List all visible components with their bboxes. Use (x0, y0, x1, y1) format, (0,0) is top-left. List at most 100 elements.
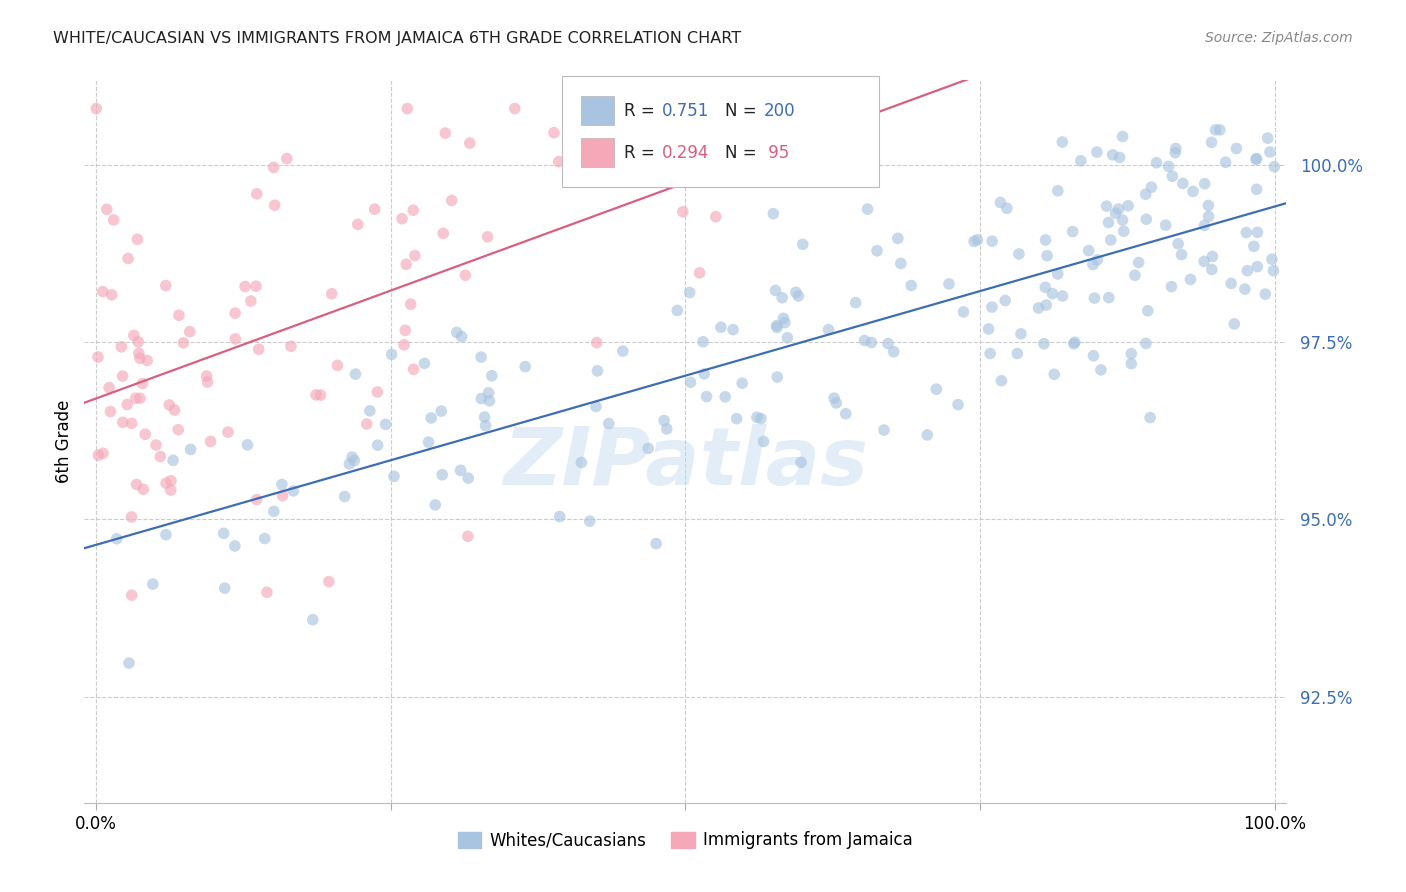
Point (162, 453, 184, 467)
Point (1201, 262, 1223, 277)
Point (155, 278, 177, 293)
Point (621, 167, 644, 181)
Point (578, 514, 600, 528)
Point (122, 328, 145, 343)
Point (1215, 155, 1237, 169)
Point (256, 585, 278, 599)
Point (1160, 279, 1182, 293)
Point (1135, 187, 1157, 202)
Point (391, 211, 413, 226)
Point (1246, 182, 1268, 196)
Point (1157, 160, 1180, 174)
Point (890, 256, 912, 270)
Point (118, 656, 141, 670)
Text: R =: R = (624, 144, 661, 161)
Point (1146, 155, 1168, 169)
Point (672, 204, 695, 219)
Point (1085, 252, 1108, 267)
Point (696, 390, 718, 404)
Point (1194, 219, 1216, 233)
Point (679, 376, 702, 390)
Point (1139, 410, 1161, 425)
Point (163, 403, 186, 417)
Text: R =: R = (624, 102, 661, 120)
Point (129, 351, 152, 366)
Point (543, 126, 565, 140)
Point (966, 233, 988, 247)
Point (714, 390, 737, 404)
Point (835, 407, 858, 421)
Point (612, 344, 634, 359)
Point (84, 102, 107, 116)
Point (105, 532, 128, 546)
Point (470, 350, 492, 364)
Point (1254, 287, 1277, 301)
Point (420, 411, 443, 425)
Point (359, 403, 381, 417)
Point (1121, 357, 1143, 371)
Point (346, 218, 368, 232)
Point (145, 438, 167, 452)
Point (197, 375, 219, 389)
Point (434, 126, 457, 140)
Point (1234, 226, 1257, 240)
Point (263, 504, 285, 518)
Point (318, 574, 340, 589)
Point (402, 203, 425, 218)
Point (1032, 336, 1054, 351)
Point (159, 483, 181, 497)
Point (1198, 210, 1220, 224)
Point (693, 367, 716, 381)
Point (752, 434, 775, 449)
Point (1108, 150, 1130, 164)
Point (1223, 317, 1246, 331)
Point (1201, 250, 1223, 264)
Point (569, 455, 592, 469)
Point (263, 161, 285, 175)
Point (132, 483, 155, 497)
Point (457, 529, 479, 543)
Point (1136, 303, 1159, 318)
Point (887, 231, 910, 245)
Point (817, 323, 839, 337)
Point (1261, 252, 1284, 267)
Point (100, 288, 122, 302)
Point (340, 450, 363, 464)
Point (195, 369, 218, 384)
Point (477, 230, 499, 244)
Point (1246, 260, 1268, 274)
Point (1052, 135, 1074, 149)
Point (1154, 218, 1177, 232)
Point (432, 227, 454, 241)
Point (474, 410, 496, 425)
Point (98, 381, 121, 395)
Point (1033, 280, 1056, 294)
Point (900, 278, 922, 293)
Point (1123, 268, 1146, 283)
Point (271, 489, 294, 503)
Point (363, 202, 385, 216)
Point (214, 581, 236, 595)
Point (121, 510, 143, 524)
Point (167, 308, 190, 322)
Point (1258, 145, 1281, 159)
Point (860, 335, 883, 350)
Point (585, 335, 607, 350)
Point (1220, 277, 1243, 291)
Point (337, 457, 360, 471)
Point (100, 404, 122, 418)
Point (301, 613, 323, 627)
Point (326, 359, 349, 373)
Point (731, 376, 754, 391)
Point (952, 305, 974, 319)
Point (766, 320, 789, 334)
Point (127, 334, 149, 349)
Point (823, 391, 845, 405)
Point (1083, 349, 1105, 363)
Point (425, 498, 447, 512)
Point (246, 186, 269, 201)
Point (689, 266, 711, 280)
Point (1081, 257, 1104, 271)
Point (1246, 225, 1268, 239)
Point (1036, 249, 1059, 263)
